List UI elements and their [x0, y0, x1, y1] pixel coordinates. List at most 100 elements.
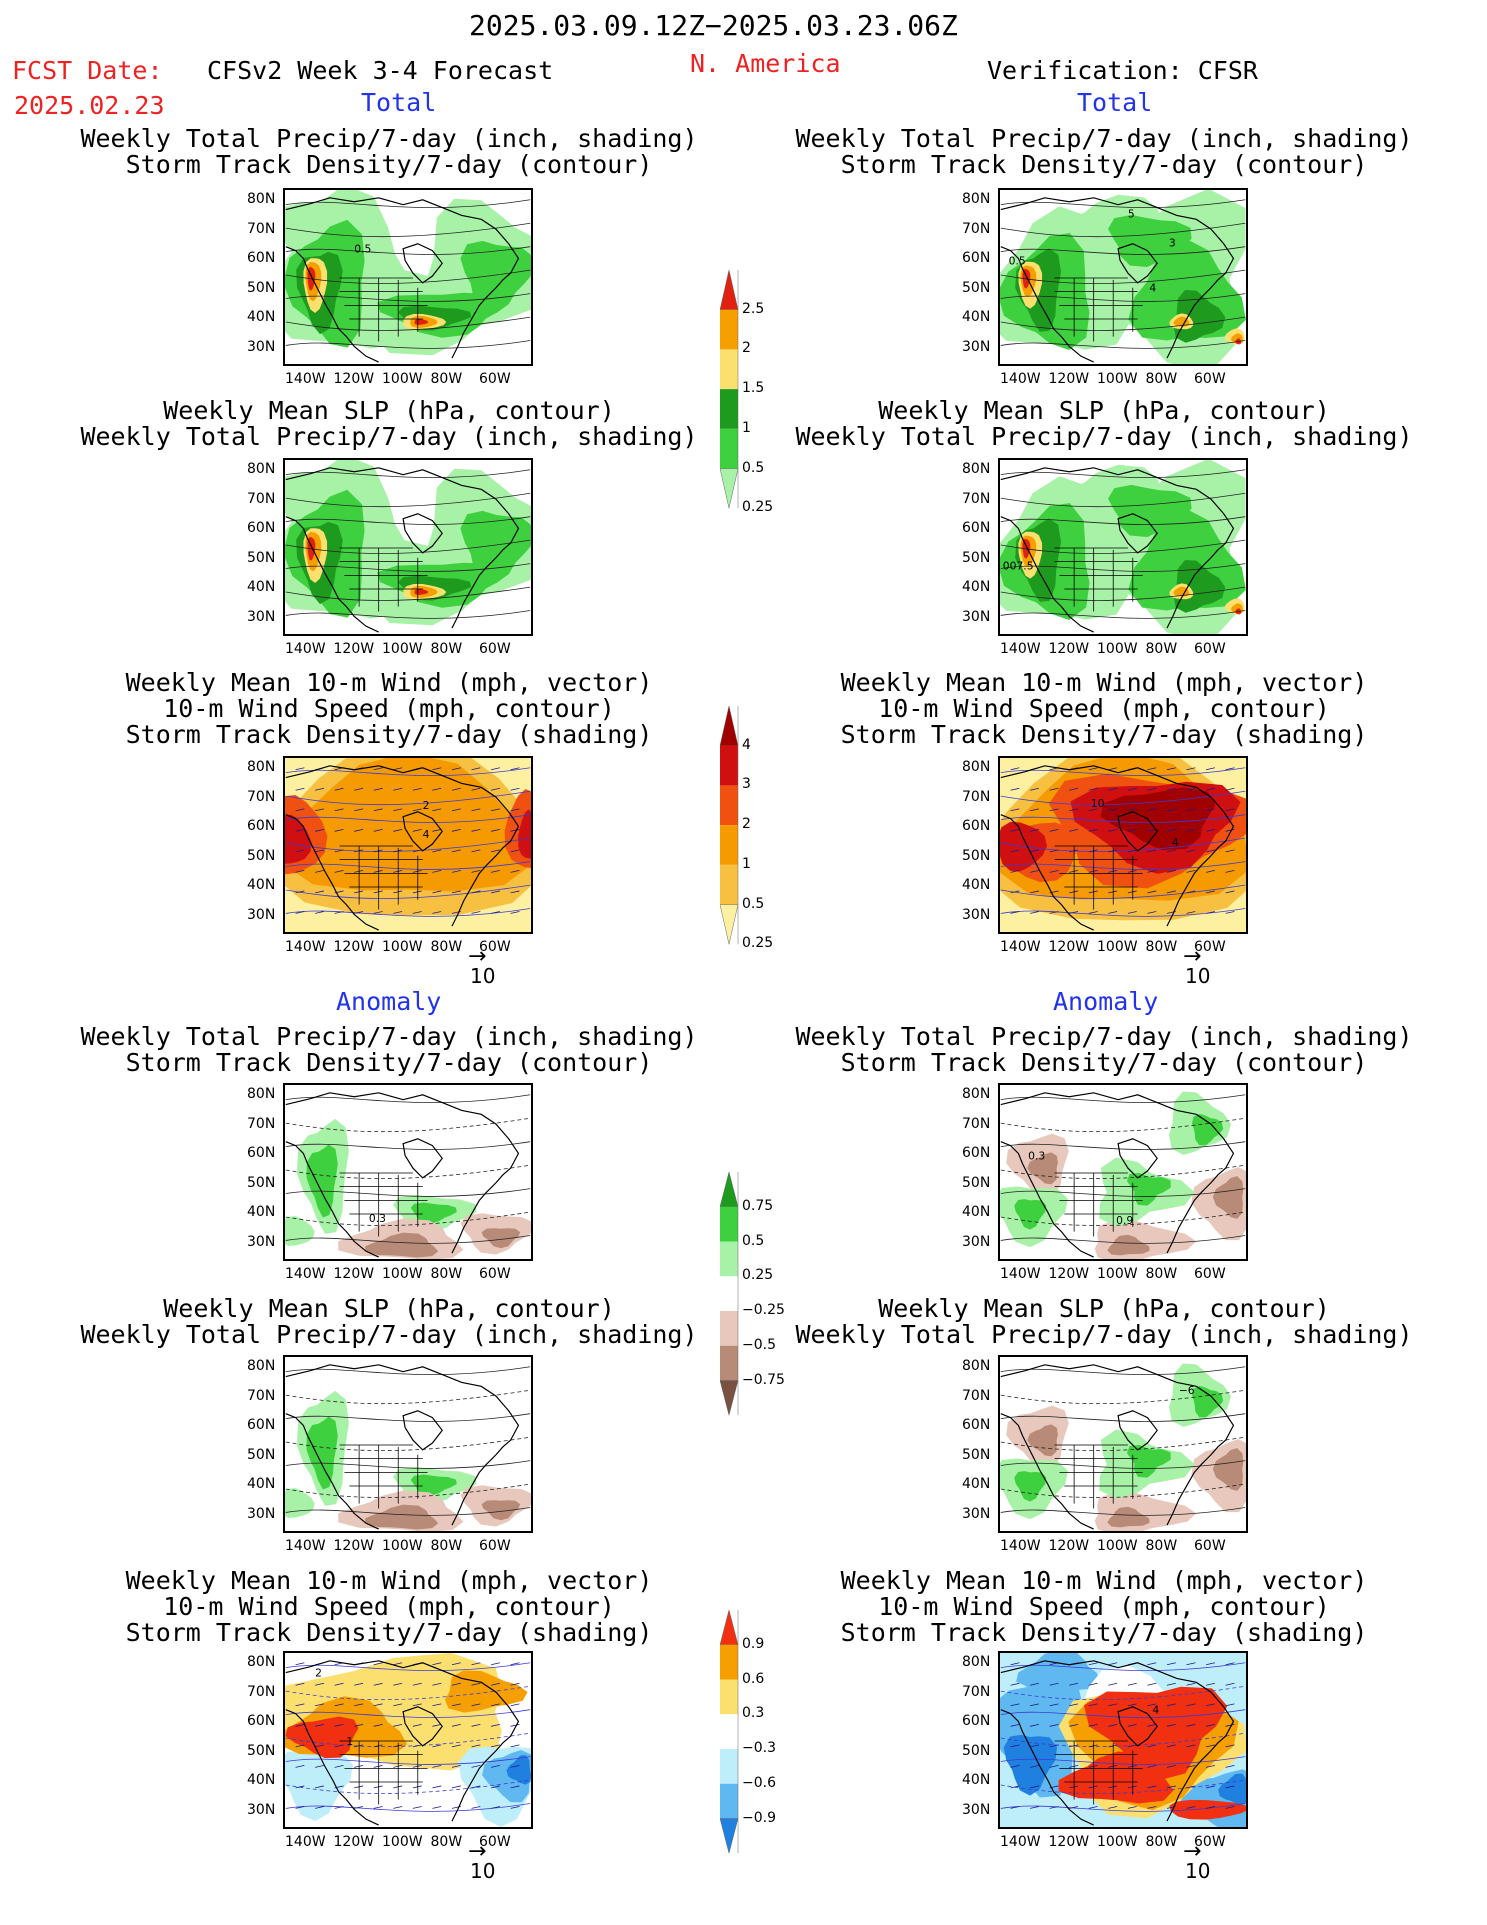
- colorbar-tick-label: 0.25: [742, 1267, 774, 1284]
- panel-title: Storm Track Density/7-day (contour): [840, 1048, 1368, 1077]
- panel-title: Storm Track Density/7-day (shading): [125, 720, 653, 749]
- map-panel-right-6: 4: [998, 1651, 1248, 1829]
- colorbar-tick-label: 0.25: [742, 935, 774, 952]
- lat-tick-label: 70N: [962, 788, 991, 805]
- colorbar-precip-total: [719, 269, 760, 562]
- vector-ref-arrow: →: [468, 944, 487, 969]
- lon-tick-label: 80W: [430, 939, 463, 955]
- lon-tick-label: 100W: [1097, 371, 1138, 387]
- lon-tick-label: 120W: [333, 641, 375, 657]
- colorbar-segment: [719, 1609, 739, 1645]
- lat-tick-label: 30N: [962, 338, 991, 355]
- lat-tick-label: 80N: [247, 1086, 276, 1102]
- lon-tick-label: 120W: [333, 1834, 375, 1850]
- colorbar-segment: [719, 1171, 739, 1207]
- panel-title: 10-m Wind Speed (mph, contour): [163, 694, 615, 723]
- lon-tick-label: 120W: [1048, 641, 1090, 657]
- lat-tick-label: 70N: [962, 1683, 991, 1700]
- panel-title: Weekly Total Precip/7-day (inch, shading…: [80, 1320, 698, 1349]
- lon-tick-label: 60W: [1194, 1834, 1226, 1850]
- colorbar-tick-label: 0.3: [742, 1705, 765, 1722]
- panel-title: Weekly Total Precip/7-day (inch, shading…: [795, 1022, 1413, 1051]
- panel-title: Weekly Mean SLP (hPa, contour): [878, 396, 1330, 425]
- colorbar-segment: [720, 1714, 738, 1749]
- lon-tick-label: 80W: [1145, 1266, 1178, 1282]
- map-panel-left-1: 0.5: [283, 188, 533, 366]
- lat-tick-label: 50N: [962, 279, 991, 296]
- lat-tick-label: 70N: [962, 220, 991, 237]
- lat-tick-label: 60N: [247, 250, 276, 266]
- lat-tick-label: 30N: [962, 608, 991, 625]
- lon-tick-label: 60W: [1194, 641, 1226, 657]
- colorbar-storm-total: [719, 705, 760, 998]
- lon-tick-label: 60W: [479, 1538, 511, 1554]
- colorbar-segment: [719, 1818, 739, 1855]
- contour-label: 2: [315, 1666, 322, 1679]
- lat-tick-label: 40N: [962, 1204, 991, 1220]
- lon-tick-label: 60W: [479, 641, 511, 657]
- colorbar-tick-label: −0.25: [742, 1302, 785, 1318]
- colorbar-segment: [719, 904, 739, 945]
- colorbar-tick-label: 0.75: [742, 1197, 774, 1214]
- lat-tick-label: 80N: [247, 759, 276, 775]
- lat-tick-label: 50N: [247, 279, 276, 296]
- vector-ref-arrow: →: [1183, 1839, 1202, 1864]
- contour-label: 4: [1152, 1704, 1159, 1717]
- lat-tick-label: 70N: [247, 788, 276, 805]
- lat-tick-label: 60N: [962, 250, 991, 266]
- panel-title: Weekly Mean 10-m Wind (mph, vector): [840, 1566, 1368, 1595]
- colorbar-tick-label: 2: [742, 340, 751, 357]
- vector-ref-arrow: →: [1183, 944, 1202, 969]
- map-panel-left-4: 0.3: [283, 1083, 533, 1261]
- lat-tick-label: 60N: [962, 1145, 991, 1161]
- panel-title: Storm Track Density/7-day (contour): [840, 150, 1368, 179]
- panel-title: Storm Track Density/7-day (shading): [840, 720, 1368, 749]
- lon-tick-label: 140W: [1000, 371, 1041, 387]
- colorbar-segment: [720, 1749, 738, 1784]
- vector-ref-value: 10: [1185, 1859, 1211, 1883]
- panel-title: Weekly Mean 10-m Wind (mph, vector): [125, 668, 653, 697]
- verification-title: Verification: CFSR: [987, 56, 1258, 85]
- colorbar-segment: [720, 349, 738, 390]
- lon-tick-label: 80W: [1145, 371, 1178, 387]
- lon-tick-label: 140W: [1000, 939, 1041, 955]
- lon-tick-label: 100W: [382, 1538, 423, 1554]
- colorbar-segment: [720, 1783, 738, 1819]
- lat-tick-label: 50N: [962, 1174, 991, 1191]
- lat-tick-label: 60N: [247, 520, 276, 536]
- lat-tick-label: 70N: [247, 1387, 276, 1404]
- lat-tick-label: 60N: [962, 520, 991, 536]
- lon-tick-label: 120W: [1048, 1266, 1090, 1282]
- lon-tick-label: 140W: [285, 939, 326, 955]
- lat-tick-label: 80N: [962, 461, 991, 477]
- lon-tick-label: 60W: [1194, 1266, 1226, 1282]
- panel-title: Storm Track Density/7-day (shading): [125, 1618, 653, 1647]
- lat-tick-label: 40N: [247, 309, 276, 325]
- panel-title: Storm Track Density/7-day (shading): [840, 1618, 1368, 1647]
- contour-label: 10: [1091, 797, 1105, 810]
- colorbar-segment: [720, 309, 738, 350]
- lat-tick-label: 80N: [247, 1654, 276, 1670]
- lat-tick-label: 50N: [962, 1446, 991, 1463]
- colorbar-tick-label: 2: [742, 816, 751, 833]
- lon-tick-label: 140W: [285, 1538, 326, 1554]
- lat-tick-label: 70N: [962, 490, 991, 507]
- lon-tick-label: 100W: [382, 371, 423, 387]
- colorbar-segment: [719, 1380, 739, 1417]
- lon-tick-label: 80W: [430, 641, 463, 657]
- lat-tick-label: 40N: [247, 579, 276, 595]
- lon-tick-label: 140W: [1000, 1834, 1041, 1850]
- lat-tick-label: 80N: [247, 191, 276, 207]
- colorbar-segment: [720, 785, 738, 826]
- contour-label: 0.9: [1116, 1214, 1133, 1227]
- lon-tick-label: 140W: [1000, 641, 1041, 657]
- vector-ref-arrow: →: [468, 1839, 487, 1864]
- lon-tick-label: 120W: [1048, 1538, 1090, 1554]
- fcst-date-label: FCST Date:: [12, 56, 163, 85]
- lat-tick-label: 40N: [962, 1772, 991, 1788]
- lon-tick-label: 120W: [1048, 371, 1090, 387]
- lon-tick-label: 120W: [1048, 1834, 1090, 1850]
- lat-tick-label: 40N: [247, 1204, 276, 1220]
- contour-label: 5: [1128, 207, 1135, 220]
